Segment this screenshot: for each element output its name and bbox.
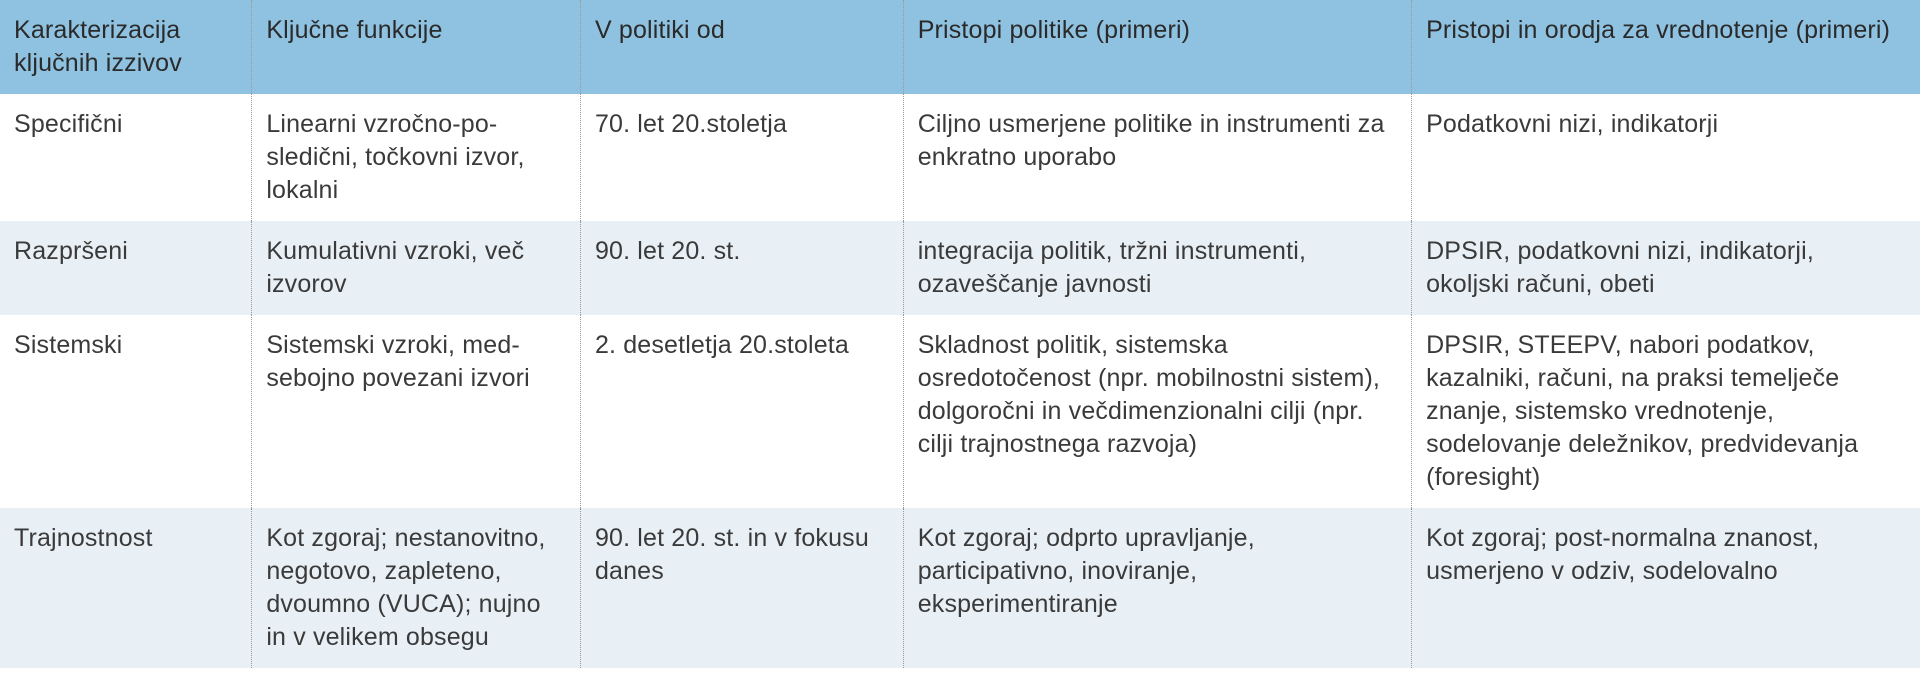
cell: Sistemski	[0, 315, 252, 508]
table-row: Sistemski Sistemski vzroki, med­sebojno …	[0, 315, 1920, 508]
cell: Trajnostnost	[0, 508, 252, 668]
col-header: V politiki od	[580, 0, 903, 94]
cell: Specifični	[0, 94, 252, 221]
col-header: Pristopi politike (primeri)	[903, 0, 1411, 94]
cell: Podatkovni nizi, indikatorji	[1412, 94, 1920, 221]
cell: Kumulativni vzroki, več izvorov	[252, 221, 581, 315]
cell: integracija politik, tržni instru­menti,…	[903, 221, 1411, 315]
cell: Sistemski vzroki, med­sebojno povezani i…	[252, 315, 581, 508]
cell: Ciljno usmerjene politike in instrumenti…	[903, 94, 1411, 221]
cell: Razpršeni	[0, 221, 252, 315]
cell: DPSIR, STEEPV, nabori podat­kov, kazalni…	[1412, 315, 1920, 508]
cell: Linearni vzročno-po­sledični, točkovni i…	[252, 94, 581, 221]
cell: DPSIR, podatkovni nizi, indikator­ji, ok…	[1412, 221, 1920, 315]
cell: 90. let 20. st.	[580, 221, 903, 315]
cell: Kot zgoraj; post-normalna znanost, usmer…	[1412, 508, 1920, 668]
col-header: Ključne funkcije	[252, 0, 581, 94]
table-row: Trajnostnost Kot zgoraj; nestanovitno, n…	[0, 508, 1920, 668]
cell: Kot zgoraj; nestanovitno, negotovo, zapl…	[252, 508, 581, 668]
cell: Skladnost politik, sistemska osredotočen…	[903, 315, 1411, 508]
challenges-table: Karakterizacija ključnih izzivov Ključne…	[0, 0, 1920, 668]
cell: 70. let 20.stoletja	[580, 94, 903, 221]
table-header-row: Karakterizacija ključnih izzivov Ključne…	[0, 0, 1920, 94]
col-header: Pristopi in orodja za vrednotenje (prime…	[1412, 0, 1920, 94]
cell: 90. let 20. st. in v fokusu danes	[580, 508, 903, 668]
cell: Kot zgoraj; odprto upravlja­nje, partici…	[903, 508, 1411, 668]
table-row: Razpršeni Kumulativni vzroki, več izvoro…	[0, 221, 1920, 315]
col-header: Karakterizacija ključnih izzivov	[0, 0, 252, 94]
cell: 2. desetletja 20.stoleta	[580, 315, 903, 508]
table-wrap: Karakterizacija ključnih izzivov Ključne…	[0, 0, 1920, 668]
table-row: Specifični Linearni vzročno-po­sledični,…	[0, 94, 1920, 221]
